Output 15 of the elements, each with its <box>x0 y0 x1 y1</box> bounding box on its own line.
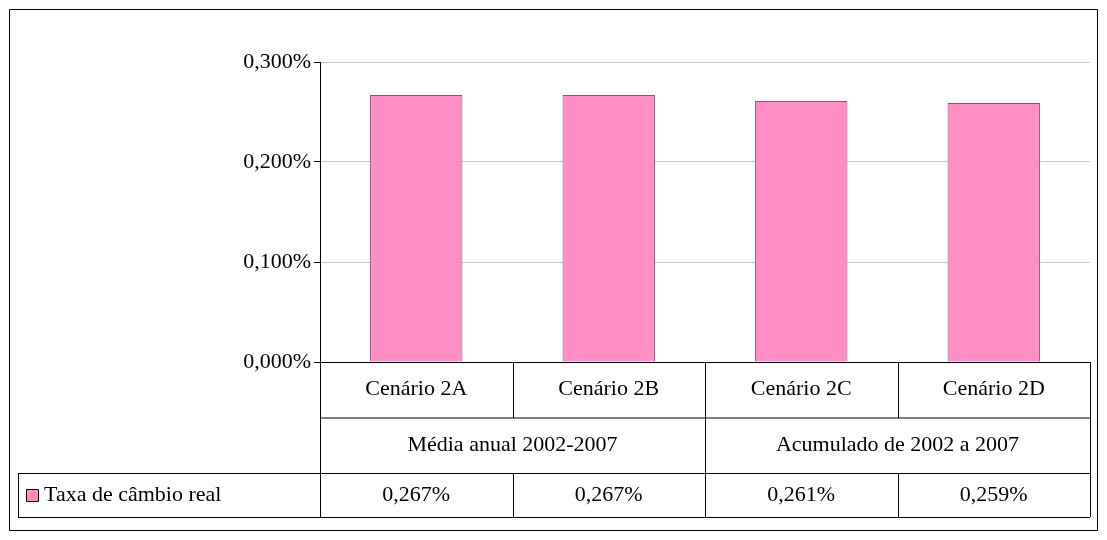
data-label: 0,259% <box>959 480 1028 506</box>
y-tick-label: 0,300% <box>243 47 311 73</box>
x-tick-label: Cenário 2B <box>558 374 660 400</box>
text: Acumulado de 2002 a 2007 <box>775 431 1020 457</box>
y-tick-label: 0,200% <box>243 147 311 173</box>
data-label: 0,267% <box>574 480 643 506</box>
x-tick-label: Cenário 2C <box>750 374 852 400</box>
y-tick-label: 0,100% <box>243 247 311 273</box>
text: Média anual 2002-2007 <box>407 431 618 457</box>
data-label: 0,267% <box>382 480 451 506</box>
y-tick-label: 0,000% <box>243 347 311 373</box>
legend-label: Taxa de câmbio real <box>44 480 222 506</box>
data-label: 0,261% <box>767 480 836 506</box>
x-tick-label: Cenário 2D <box>942 374 1045 400</box>
x-tick-label: Cenário 2A <box>365 374 468 400</box>
